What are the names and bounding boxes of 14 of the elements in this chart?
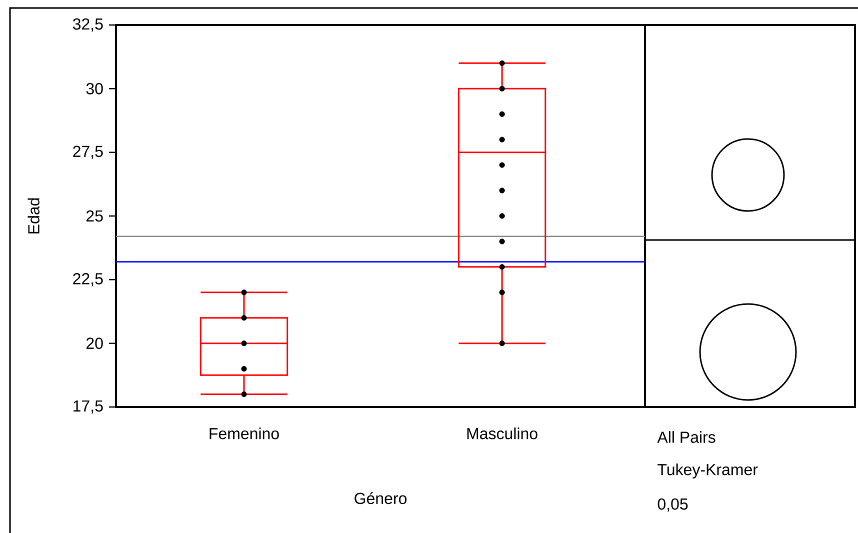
x-tick-label: Masculino (467, 428, 538, 440)
x-axis-title: Género (354, 492, 407, 504)
y-tick-label: 32,5 (72, 18, 103, 32)
x-tick-label: Femenino (210, 428, 279, 440)
y-tick-label: 22,5 (73, 273, 103, 286)
text: All Pairs (657, 431, 716, 443)
y-tick-label: 30 (86, 82, 103, 94)
y-tick-label: 27,5 (73, 146, 103, 159)
y-tick-label: 25 (86, 210, 103, 222)
y-tick-label: 17,5 (74, 400, 103, 414)
text: Tukey-Kramer (658, 464, 758, 478)
y-tick-label: 20 (86, 338, 103, 349)
y-axis-title: Edad (28, 198, 40, 234)
text: 0,05 (658, 498, 688, 512)
